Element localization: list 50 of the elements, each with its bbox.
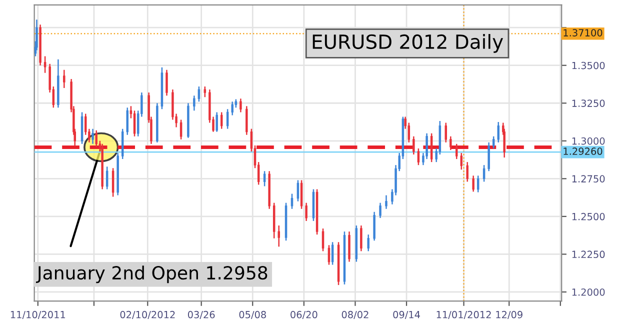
candlestick xyxy=(231,100,234,116)
candlestick xyxy=(450,136,452,151)
candlestick xyxy=(460,152,463,170)
candlestick xyxy=(305,202,308,222)
candlestick xyxy=(373,211,376,242)
candlestick xyxy=(193,94,196,112)
candlestick xyxy=(92,128,94,145)
candlestick xyxy=(198,86,200,102)
candlestick xyxy=(166,69,168,96)
candlestick xyxy=(246,106,248,136)
candlestick xyxy=(63,69,66,89)
candlestick xyxy=(126,107,128,136)
candlestick xyxy=(488,142,490,172)
candlestick xyxy=(348,230,350,262)
candlestick xyxy=(322,228,324,252)
candlestick xyxy=(472,175,474,192)
y-tick-label: 1.3500 xyxy=(572,62,605,70)
y-tick-label: 1.3000 xyxy=(572,137,605,145)
candlestick xyxy=(455,143,458,160)
candlestick xyxy=(95,130,98,148)
x-tick-label: 05/08 xyxy=(239,310,266,320)
candlestick xyxy=(417,148,420,166)
y-tick-label: 1.2750 xyxy=(572,175,605,182)
x-tick-label: 03/26 xyxy=(188,310,215,320)
x-tick-label: 12/09 xyxy=(496,310,522,320)
candlestick xyxy=(216,112,218,132)
x-tick-label: 11/10/2011 xyxy=(10,310,66,320)
x-tick-label: 11/01/2012 xyxy=(436,310,491,320)
annotation: January 2nd Open 1.2958 xyxy=(36,266,268,284)
y-tick-label: 1.3250 xyxy=(572,100,605,107)
ref-line-label: 1.29260 xyxy=(564,148,602,155)
x-tick-label: 02/10/2012 xyxy=(120,310,175,320)
candlestick xyxy=(385,194,388,210)
x-tick-label: 08/02 xyxy=(342,310,368,320)
candlestick xyxy=(367,234,370,252)
ref-line-label: 1.37100 xyxy=(564,29,602,36)
candlestick xyxy=(430,132,433,163)
y-tick-label: 1.2250 xyxy=(572,250,605,258)
candlestick xyxy=(204,86,206,98)
candlestick xyxy=(240,98,242,113)
candlestick xyxy=(379,202,382,219)
x-tick-label: 06/20 xyxy=(290,310,318,320)
x-tick-label: 09/14 xyxy=(393,310,420,320)
candlestick xyxy=(412,136,415,156)
candlestick xyxy=(360,224,362,252)
text: EURUSD 2012 Daily xyxy=(312,34,504,53)
candlestick xyxy=(466,161,468,182)
candlestick xyxy=(278,224,280,248)
y-tick-label: 1.2500 xyxy=(572,212,605,220)
y-tick-label: 1.2000 xyxy=(572,288,605,296)
